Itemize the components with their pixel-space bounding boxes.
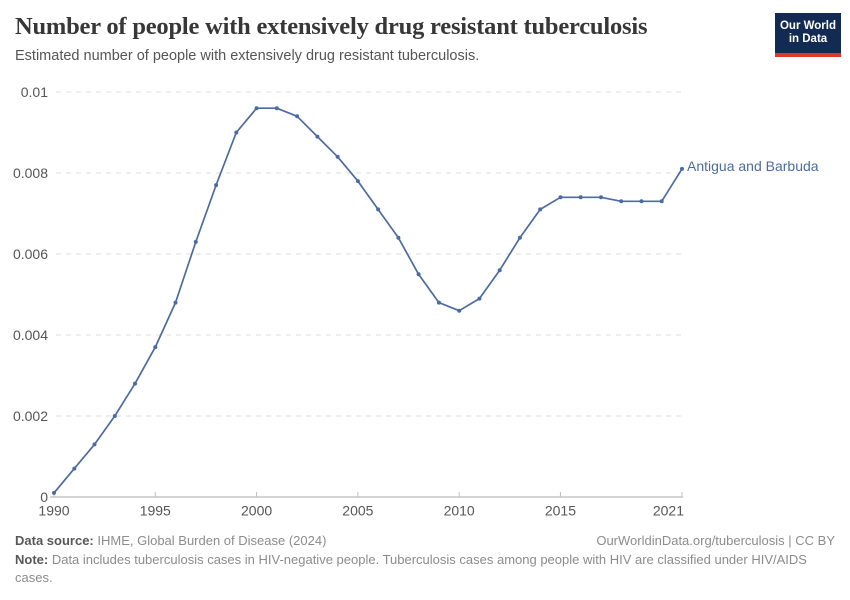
x-tick-label: 1990 — [38, 503, 69, 519]
y-tick-label: 0.004 — [13, 327, 48, 343]
data-point — [619, 199, 624, 204]
data-point — [538, 207, 543, 212]
data-point — [396, 235, 401, 240]
owid-citation-link[interactable]: OurWorldinData.org/tuberculosis | CC BY — [596, 533, 835, 548]
data-point — [659, 199, 664, 204]
note-line: Note: Data includes tuberculosis cases i… — [15, 551, 835, 588]
x-tick-label: 1995 — [140, 503, 171, 519]
data-point — [599, 195, 603, 200]
note-label: Note: — [15, 551, 49, 567]
data-point — [376, 207, 381, 212]
data-point — [133, 381, 137, 386]
data-source-line: Data source: IHME, Global Burden of Dise… — [15, 532, 326, 551]
series-line — [53, 107, 683, 494]
y-tick-label: 0.008 — [13, 165, 48, 181]
data-point — [92, 442, 97, 447]
x-tick-label: 2005 — [342, 503, 373, 519]
data-point — [680, 166, 684, 171]
data-point — [295, 114, 300, 119]
note-text: Data includes tuberculosis cases in HIV-… — [15, 551, 807, 586]
data-point — [416, 272, 421, 277]
data-point — [335, 154, 340, 159]
data-point — [72, 466, 77, 471]
x-tick-label: 2021 — [653, 503, 684, 519]
data-point — [457, 308, 462, 313]
y-tick-label: 0.006 — [13, 246, 48, 262]
data-point — [193, 239, 198, 244]
x-tick-label: 2000 — [241, 503, 272, 519]
data-point — [517, 235, 522, 240]
y-tick-label: 0.01 — [21, 84, 48, 100]
data-point — [254, 106, 259, 111]
data-point — [153, 345, 158, 350]
series-label-antigua-and-barbuda: Antigua and Barbuda — [687, 158, 819, 174]
data-point — [477, 296, 482, 301]
chart-subtitle: Estimated number of people with extensiv… — [15, 48, 480, 64]
data-point — [355, 179, 360, 184]
y-tick-label: 0 — [40, 489, 48, 505]
data-point — [112, 414, 117, 418]
data-point — [315, 134, 320, 139]
logo-line-1: Our World — [779, 19, 836, 32]
data-point — [173, 300, 178, 305]
data-point — [52, 490, 56, 495]
x-tick-label: 2015 — [545, 503, 576, 519]
x-tick-label: 2010 — [444, 503, 475, 519]
data-point — [639, 199, 644, 204]
owid-logo: Our World in Data — [775, 13, 841, 57]
data-point — [214, 183, 219, 188]
chart-footer: Data source: IHME, Global Burden of Dise… — [15, 532, 835, 588]
y-tick-label: 0.002 — [13, 408, 48, 424]
data-point — [436, 300, 441, 305]
data-source-label: Data source: — [15, 533, 94, 548]
data-source-text: IHME, Global Burden of Disease (2024) — [93, 533, 327, 548]
logo-line-2: in Data — [788, 33, 828, 45]
data-point — [234, 130, 239, 135]
page-title: Number of people with extensively drug r… — [15, 13, 648, 40]
data-point — [558, 195, 563, 200]
data-point — [274, 106, 279, 111]
data-point — [497, 268, 502, 273]
data-point — [578, 195, 583, 200]
